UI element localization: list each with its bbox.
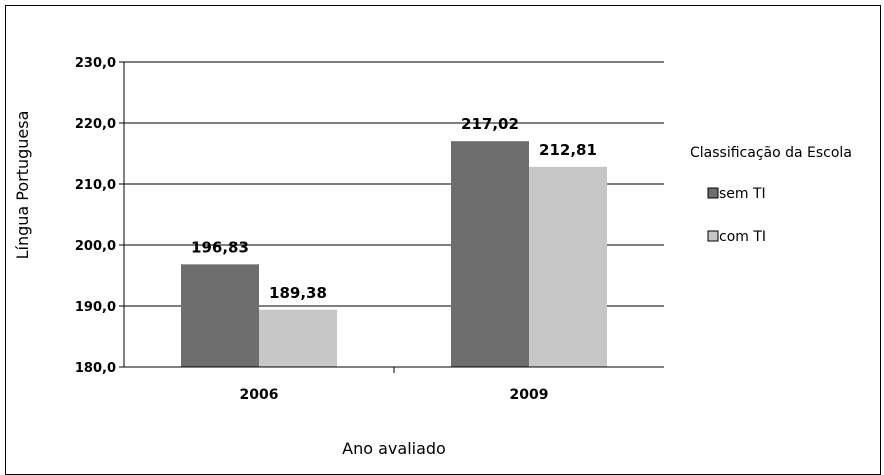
x-tick-label: 2006 [240,387,279,403]
y-tick-label: 210,0 [75,178,116,193]
y-tick-label: 230,0 [75,56,116,71]
data-label: 189,38 [269,284,327,302]
data-labels: 196,83 189,38 217,02 212,81 [191,115,597,302]
legend-label-com-ti: com TI [719,229,766,245]
legend-swatch-sem-ti [707,187,719,199]
legend-swatch-com-ti [707,230,719,242]
data-label: 212,81 [539,141,597,159]
bar-com-ti-2006 [259,309,337,367]
x-axis-title: Ano avaliado [342,439,446,458]
bar-sem-ti-2009 [451,141,529,367]
y-tick-label: 190,0 [75,300,116,315]
legend-title: Classificação da Escola [690,145,852,161]
y-axis-title: Língua Portuguesa [13,111,32,260]
axes [119,61,664,373]
legend: Classificação da Escola sem TI com TI [690,145,852,245]
x-tick-labels: 2006 2009 [240,387,549,403]
bar-com-ti-2009 [529,166,607,367]
y-tick-labels: 180,0 190,0 200,0 210,0 220,0 230,0 [75,56,116,376]
y-tick-label: 220,0 [75,117,116,132]
data-label: 217,02 [461,115,519,133]
legend-label-sem-ti: sem TI [719,186,766,202]
data-label: 196,83 [191,238,249,256]
y-tick-label: 200,0 [75,239,116,254]
bar-sem-ti-2006 [181,264,259,367]
x-tick-label: 2009 [510,387,549,403]
bars [181,141,607,367]
y-tick-label: 180,0 [75,361,116,376]
